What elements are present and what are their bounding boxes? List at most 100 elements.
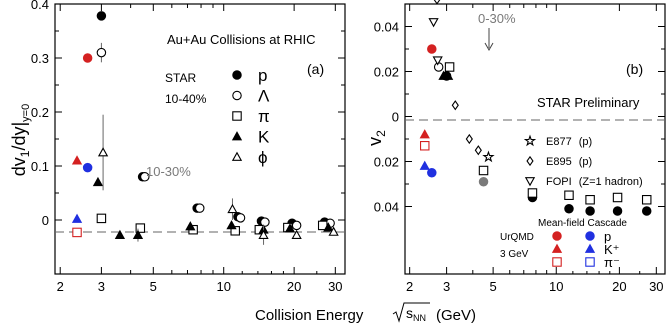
legend-label: FOPI (Z=1 hadron): [546, 176, 643, 188]
x-tick-label: 2: [57, 279, 64, 294]
y-tick-label: 0.04: [374, 200, 399, 215]
marker-e895-p: [474, 145, 482, 156]
marker-e877-p: [482, 150, 495, 163]
legend-label: Λ: [258, 87, 270, 106]
marker-e895-p: [451, 100, 459, 111]
marker-series: [291, 220, 302, 231]
marker-series: [235, 213, 246, 223]
xlabel-sqrt-sub: NN: [413, 313, 426, 323]
marker-cascade: [71, 213, 83, 223]
legend-cascade-k: [584, 243, 596, 253]
marker-star-open-circle: [433, 62, 444, 72]
panel-b-legend: E877 (p) E895 (p) FOPI (Z=1 hadron) pK⁺π⁻: [523, 134, 643, 270]
marker-series: [328, 226, 339, 236]
legend-label: E877 (p): [546, 136, 592, 148]
marker-star-0-30: [478, 177, 489, 187]
legend-meanfield-p: [552, 231, 562, 241]
marker-series: [260, 217, 270, 227]
marker-mean-field: [419, 141, 430, 151]
x-tick-label: 20: [287, 279, 301, 294]
panel-a-marks: [71, 11, 339, 245]
legend-label: K: [258, 128, 270, 147]
panel-a-experiment-text: STAR: [165, 71, 196, 85]
y-tick-label: 0.02: [374, 65, 399, 80]
x-tick-label: 10: [549, 279, 563, 294]
panel-a-ylabel-sub2: y=0: [20, 104, 32, 122]
marker-series: [97, 147, 109, 157]
marker-series: [140, 172, 150, 182]
marker-mean-field-p: [427, 44, 437, 54]
y-tick-label: 0.02: [374, 155, 399, 170]
marker-star-triangles: [442, 70, 454, 80]
x-tick-label: 20: [612, 279, 626, 294]
marker-urqmd: [72, 227, 82, 238]
svg-text:Collision Energy: Collision Energy: [255, 307, 364, 324]
marker-cascade-p: [82, 162, 93, 173]
marker-fopi-z-1-hadron: [432, 56, 443, 66]
legend-cascade-series: [585, 257, 595, 267]
legend-marker-k: [231, 131, 243, 141]
legend-meanfield-k: [551, 243, 563, 253]
legend-cascade-p: [585, 231, 595, 241]
marker-mean-field-k: [419, 129, 430, 139]
panel-b-ylabel-sub: 2: [374, 130, 388, 137]
panel-a-collision-text: Au+Au Collisions at RHIC: [167, 32, 315, 47]
panel-a: 2 3 5 10 20 30 0 0.1 0.2 0.3 0.4 Au+Au Collisions …: [9, 0, 346, 294]
x-tick-label: 2: [406, 279, 413, 294]
x-axis-title: Collision Energy sNN (GeV): [255, 302, 476, 324]
y-tick-label: 0.4: [31, 0, 49, 12]
panel-a-ylabel-sub1: 1: [18, 150, 32, 157]
legend-label: E895 (p): [546, 156, 592, 168]
marker-star-squares: [641, 195, 652, 205]
x-tick-label: 3: [443, 279, 450, 294]
marker-star-squares: [585, 195, 595, 205]
marker-star-squares: [612, 192, 623, 203]
legend-label: p: [258, 66, 267, 85]
marker-series: [135, 223, 146, 233]
marker-k: [185, 221, 196, 231]
marker-star-p: [641, 206, 652, 216]
marker-urqmd: [71, 155, 83, 165]
marker-urqmd-p: [82, 53, 93, 63]
marker-star-squares: [444, 62, 455, 72]
marker-star-squares: [527, 188, 538, 198]
x-tick-label: 5: [490, 279, 497, 294]
x-tick-label: 10: [216, 279, 230, 294]
marker-star-p: [585, 206, 595, 216]
marker-k: [284, 223, 296, 233]
y-tick-label: 0.2: [31, 105, 49, 120]
xlabel-unit: (GeV): [436, 307, 476, 324]
marker-cascade-k: [419, 160, 430, 170]
x-tick-label: 3: [98, 279, 105, 294]
svg-text:dv1/dy|y=0: dv1/dy|y=0: [9, 104, 32, 176]
panel-a-ylabel-mid: /dy|: [9, 122, 29, 151]
marker-k: [114, 229, 126, 240]
marker-p: [96, 11, 107, 21]
panel-b-preliminary-text: STAR Preliminary: [537, 95, 640, 110]
y-tick-label: 0: [42, 213, 49, 228]
svg-text:sNN: sNN: [406, 305, 426, 323]
marker-k: [226, 220, 237, 230]
marker-star-squares: [564, 190, 574, 201]
y-tick-label: 0.3: [31, 51, 49, 66]
panel-b-marks: [419, 0, 652, 216]
panel-b-label: (b): [626, 61, 643, 77]
marker-series: [258, 229, 269, 240]
panel-a-label: (a): [307, 61, 324, 77]
panel-a-ylabel-main: dv: [9, 157, 29, 176]
legend-marker-e895: [526, 155, 534, 167]
marker-cascade-p: [427, 168, 437, 178]
marker-star-p: [564, 204, 574, 214]
panel-a-y-axis-title: dv1/dy|y=0: [9, 104, 32, 176]
legend-meanfield-series: [552, 257, 562, 267]
legend-model-label: K⁺: [604, 242, 620, 257]
legend-label: ϕ: [258, 148, 268, 167]
marker-star-p: [612, 206, 623, 216]
marker-k: [92, 176, 104, 187]
legend-marker-fopi: [524, 177, 536, 187]
panel-b-centrality-text: 0-30%: [478, 11, 516, 26]
